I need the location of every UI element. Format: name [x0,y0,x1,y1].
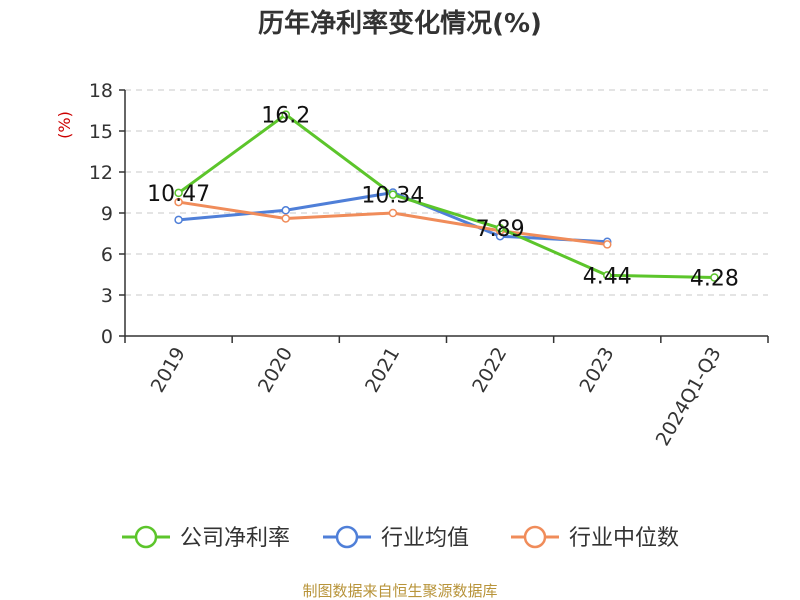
series-points [174,110,719,282]
data-labels: 10.47 16.2 10.34 7.89 4.44 4.28 [147,104,739,292]
y-tick-label: 9 [101,203,113,225]
data-point [388,208,398,218]
legend-marker [335,525,359,549]
legend-marker [134,525,158,549]
series-line-0 [177,113,715,280]
y-tick-label: 15 [89,121,113,143]
source-note: 制图数据来自恒生聚源数据库 [302,582,497,600]
x-tick-label: 2024Q1-Q3 [652,344,726,450]
data-point [710,273,719,282]
data-label: 10.47 [147,182,210,207]
data-point [281,214,290,223]
data-point [174,197,183,207]
legend-label: 行业均值 [381,526,469,551]
chart-title: 历年净利率变化情况(%) [258,8,542,39]
axes [119,89,769,343]
data-label: 7.89 [476,217,525,242]
y-tick-label: 6 [101,244,113,266]
y-tick-label: 12 [89,162,113,184]
gridlines [125,89,768,296]
data-label: 10.34 [361,184,424,209]
data-point [174,188,183,198]
data-point [603,240,612,249]
data-point [174,215,183,225]
y-tick-label: 18 [89,80,113,102]
legend-label: 行业中位数 [569,526,679,551]
x-tick-label: 2019 [147,344,190,397]
data-point [603,271,612,280]
data-label: 4.28 [690,267,739,292]
x-tick-label: 2022 [468,344,511,397]
data-point [281,110,290,119]
series-lines [177,113,715,280]
data-point [281,206,290,215]
x-tick-label: 2023 [575,344,618,397]
x-tick-label: 2021 [361,344,404,397]
data-point [388,190,398,199]
data-label: 4.44 [583,264,632,289]
data-label: 16.2 [261,104,310,129]
y-axis-label: (%) [55,111,74,139]
data-point [495,223,505,233]
y-tick-label: 3 [101,285,113,307]
y-tick-label: 0 [101,326,113,348]
legend-marker [523,525,547,549]
x-tick-label: 2020 [254,344,297,397]
legend-label: 公司净利率 [180,526,290,551]
legend: 公司净利率 行业均值 行业中位数 [122,525,679,551]
